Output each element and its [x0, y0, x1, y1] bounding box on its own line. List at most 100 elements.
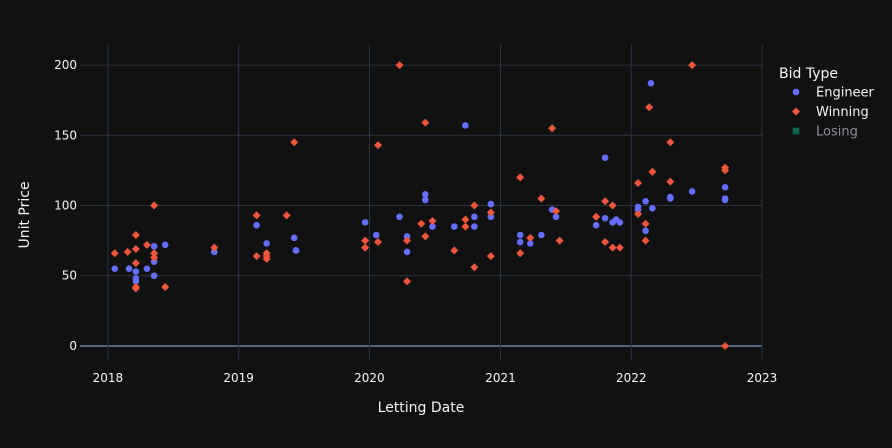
winning-point	[516, 173, 525, 182]
engineer-point	[451, 223, 458, 230]
engineer-point	[263, 240, 270, 247]
engineer-point	[150, 242, 158, 250]
engineer-point	[471, 213, 478, 221]
winning-point	[608, 243, 617, 252]
x-tick-label: 2020	[354, 371, 385, 385]
engineer-point	[649, 205, 656, 212]
engineer-point	[647, 80, 655, 87]
y-axis-title: Unit Price	[17, 181, 33, 248]
engineer-point	[616, 219, 624, 226]
legend-label: Engineer	[816, 86, 875, 101]
winning-point	[592, 212, 601, 221]
engineer-point	[634, 206, 642, 214]
winning-point	[262, 254, 271, 263]
engineer-point	[721, 196, 729, 204]
winning-point	[461, 215, 470, 224]
winning-point	[252, 252, 261, 261]
winning-point	[721, 166, 730, 175]
engineer-point	[253, 221, 260, 229]
winning-point	[641, 236, 650, 245]
grid	[80, 44, 763, 360]
legend-marker	[792, 127, 800, 135]
engineer-point	[429, 223, 436, 230]
winning-point	[552, 207, 561, 216]
legend-item-engineer[interactable]: Engineer	[792, 86, 875, 101]
engineer-point	[361, 219, 369, 226]
x-tick-label: 2019	[223, 371, 254, 385]
winning-point	[641, 219, 650, 228]
engineer-point	[292, 247, 300, 254]
y-tick-label: 100	[54, 199, 77, 213]
winning-point	[548, 124, 557, 133]
winning-point	[634, 209, 643, 218]
engineer-point	[421, 190, 429, 198]
winning-point	[142, 240, 151, 249]
winning-point	[470, 263, 479, 272]
winning-point	[282, 211, 291, 220]
data-points	[110, 61, 730, 350]
legend-item-winning[interactable]: Winning	[792, 105, 869, 120]
engineer-point	[471, 223, 478, 230]
winning-point	[648, 167, 657, 176]
engineer-point	[601, 214, 609, 222]
winning-point	[721, 341, 730, 350]
winning-point	[131, 259, 140, 268]
y-tick-label: 150	[54, 128, 77, 142]
engineer-point	[462, 122, 469, 129]
engineer-point	[721, 183, 729, 191]
engineer-point	[526, 240, 534, 247]
engineer-point	[487, 200, 495, 208]
winning-point	[161, 282, 170, 291]
winning-point	[516, 249, 525, 258]
winning-point	[421, 232, 430, 241]
engineer-point	[538, 231, 545, 239]
engineer-point	[132, 268, 140, 275]
engineer-point	[487, 213, 495, 221]
engineer-point	[667, 195, 674, 202]
engineer-point	[396, 213, 403, 221]
x-tick-label: 2023	[747, 371, 778, 385]
legend[interactable]: Bid Type Engineer Winning Losing	[779, 66, 875, 140]
winning-point	[486, 208, 495, 217]
winning-point	[131, 231, 140, 240]
winning-point	[615, 243, 624, 252]
winning-point	[526, 233, 535, 242]
engineer-point	[132, 278, 140, 285]
engineer-point	[516, 238, 524, 246]
winning-point	[403, 236, 412, 245]
winning-point	[555, 236, 564, 245]
winning-point	[428, 216, 437, 225]
engineer-point	[150, 258, 158, 265]
legend-label: Losing	[816, 125, 858, 140]
winning-point	[608, 201, 617, 210]
winning-point	[131, 284, 140, 293]
winning-point	[634, 179, 643, 188]
legend-title: Bid Type	[779, 66, 838, 82]
winning-point	[252, 211, 261, 220]
winning-point	[417, 219, 426, 228]
winning-point	[361, 243, 370, 252]
axis-ticks: 0 50 100 150 200 2018 2019 2020 2021 2022 2023	[54, 58, 777, 385]
x-tick-label: 2022	[616, 371, 647, 385]
engineer-point	[143, 265, 151, 273]
winning-point	[461, 222, 470, 231]
winning-point	[486, 252, 495, 261]
winning-point	[361, 236, 370, 245]
winning-point	[110, 249, 119, 258]
engineer-point	[290, 234, 298, 242]
engineer-point	[592, 221, 600, 229]
winning-point	[150, 249, 159, 258]
engineer-point	[211, 248, 218, 256]
winning-point	[470, 201, 479, 210]
winning-point	[131, 245, 140, 254]
engineer-point	[642, 197, 649, 205]
winning-point	[537, 194, 546, 203]
series-engineer	[111, 80, 729, 285]
legend-item-losing[interactable]: Losing	[792, 125, 858, 140]
x-tick-label: 2018	[93, 371, 124, 385]
engineer-point	[601, 154, 609, 162]
engineer-point	[111, 265, 119, 273]
winning-point	[374, 238, 383, 247]
engineer-point	[688, 188, 696, 195]
